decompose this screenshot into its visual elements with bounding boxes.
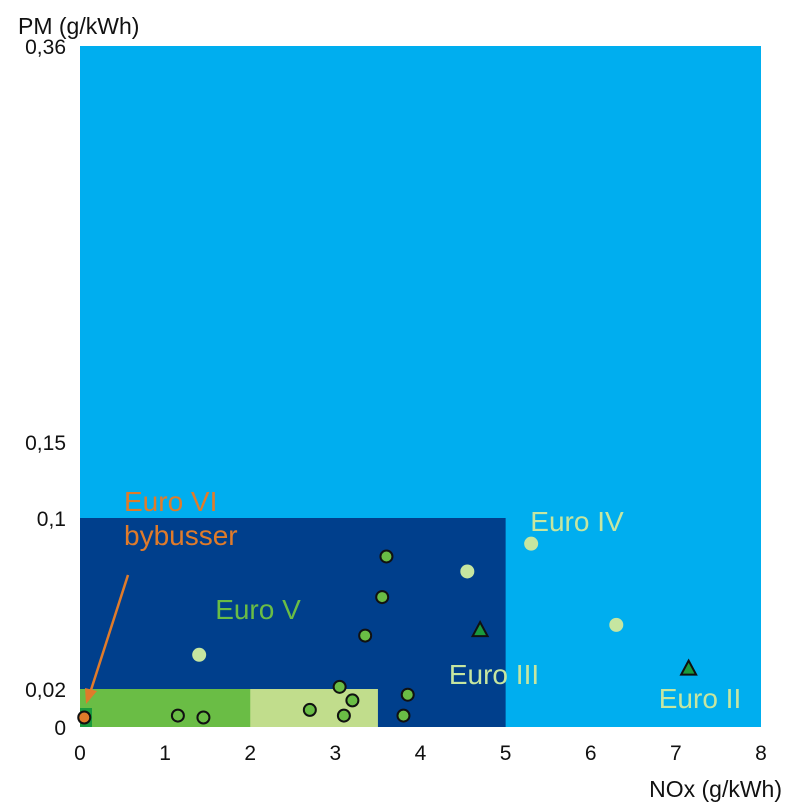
y-axis-label: PM (g/kWh) <box>18 13 139 39</box>
data-point-euro-iv <box>460 564 475 579</box>
data-point-euro-iv <box>524 536 539 551</box>
regions-layer <box>80 46 761 727</box>
points-layer <box>77 536 698 725</box>
data-point-euro-v <box>170 708 185 723</box>
region-label-euro-vi: Euro VI bybusser <box>124 486 238 551</box>
region-label-euro-vi-line: Euro VI <box>124 486 217 517</box>
data-point-euro-v <box>196 710 211 725</box>
x-tick-label: 3 <box>330 742 342 765</box>
x-tick-label: 6 <box>585 742 597 765</box>
region-label-euro-iii: Euro III <box>449 659 539 690</box>
data-point-euro-v <box>336 708 351 723</box>
data-point-euro-v <box>302 702 317 717</box>
region-label-euro-iv: Euro IV <box>530 506 624 537</box>
region-label-euro-vi-line: bybusser <box>124 520 238 551</box>
data-point-euro-v <box>358 628 373 643</box>
euro-vi-arrow-head <box>85 688 97 704</box>
euro-vi-arrow-line <box>89 574 130 691</box>
region-label-euro-ii: Euro II <box>659 683 741 714</box>
data-point-euro-v <box>396 708 411 723</box>
x-tick-label: 2 <box>244 742 256 765</box>
y-tick-label: 0,15 <box>25 432 66 455</box>
x-tick-label: 8 <box>755 742 767 765</box>
data-point-euro-v <box>400 687 415 702</box>
data-point-euro-vi <box>77 710 92 725</box>
region-labels-layer: Euro II Euro III Euro IV Euro V Euro VI bybus… <box>124 486 741 714</box>
region-label-euro-v: Euro V <box>215 594 301 625</box>
data-point-euro-v <box>332 679 347 694</box>
x-tick-label: 7 <box>670 742 682 765</box>
region-euro-v <box>80 689 251 727</box>
data-point-euro-v <box>345 693 360 708</box>
x-tick-label: 0 <box>74 742 86 765</box>
data-point-euro-iii <box>470 620 490 638</box>
data-point-euro-iv <box>609 617 624 632</box>
arrow-layer <box>85 574 130 704</box>
y-tick-label: 0,02 <box>25 679 66 702</box>
data-point-euro-iv <box>192 647 207 662</box>
data-point-euro-v <box>375 590 390 605</box>
x-tick-label: 5 <box>500 742 512 765</box>
y-tick-label: 0,1 <box>37 508 66 531</box>
ticks-layer: 0 1 2 3 4 5 6 7 8 0,36 0,15 0,1 0,02 0 <box>25 36 767 765</box>
y-tick-label: 0 <box>54 717 66 740</box>
data-point-euro-v <box>379 549 394 564</box>
x-axis-label: NOx (g/kWh) <box>649 776 782 802</box>
y-tick-label: 0,36 <box>25 36 66 59</box>
x-tick-label: 4 <box>415 742 427 765</box>
x-tick-label: 1 <box>159 742 171 765</box>
data-point-euro-iii <box>679 658 698 676</box>
